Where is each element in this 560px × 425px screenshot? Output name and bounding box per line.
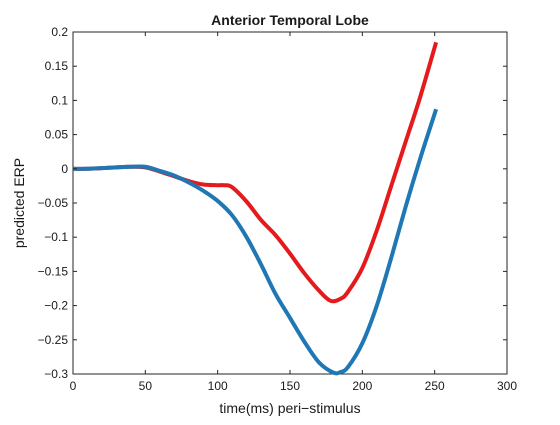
- y-tick-label: 0.15: [45, 59, 69, 73]
- y-tick-label: −0.15: [38, 264, 69, 278]
- y-axis-label: predicted ERP: [11, 158, 27, 248]
- y-tick-label: 0.05: [45, 128, 69, 142]
- y-tick-label: −0.1: [44, 230, 68, 244]
- x-tick-label: 300: [497, 379, 517, 393]
- y-tick-label: −0.05: [38, 196, 69, 210]
- x-tick-label: 0: [70, 379, 77, 393]
- y-tick-label: 0.1: [51, 93, 68, 107]
- x-tick-label: 150: [280, 379, 300, 393]
- x-axis-label: time(ms) peri−stimulus: [219, 400, 360, 416]
- x-tick-label: 250: [425, 379, 445, 393]
- x-tick-label: 100: [208, 379, 228, 393]
- y-tick-label: −0.3: [44, 367, 68, 381]
- series-line-2: [72, 108, 439, 376]
- tick-layer: 0 50 100 150 200 250 300 0.2 0.15 0.1 0.05 0 −0.05 −0…: [38, 25, 518, 393]
- y-tick-label: −0.25: [38, 333, 69, 347]
- plot-area: [72, 31, 508, 375]
- x-tick-label: 200: [352, 379, 372, 393]
- y-tick-label: −0.2: [44, 299, 68, 313]
- series-layer: [72, 41, 439, 376]
- y-tick-label: 0.2: [51, 25, 68, 39]
- x-tick-label: 50: [139, 379, 153, 393]
- y-tick-label: 0: [61, 162, 68, 176]
- chart-title: Anterior Temporal Lobe: [211, 12, 369, 28]
